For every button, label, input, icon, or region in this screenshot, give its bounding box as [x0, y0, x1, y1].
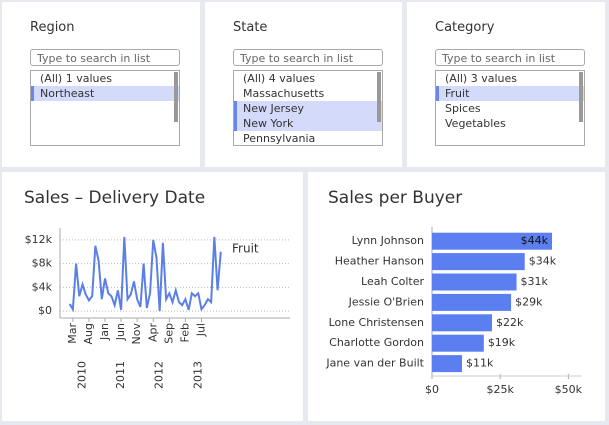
y-tick-label: Lynn Johnson: [352, 234, 424, 247]
bar: [432, 293, 512, 311]
search-box[interactable]: Type to search in list: [30, 49, 180, 66]
chart-title: Sales – Delivery Date: [24, 188, 205, 208]
line: [68, 236, 222, 313]
list-item[interactable]: Fruit: [436, 86, 584, 101]
x-tick-label: Apr: [146, 323, 159, 343]
value-label: $34k: [529, 255, 557, 268]
filter-title: Region: [30, 20, 75, 35]
bar: [432, 314, 492, 332]
filter-title: Category: [435, 20, 495, 35]
filter: Region Type to search in list (All) 1 valu…: [2, 2, 200, 167]
bar: [432, 355, 462, 373]
year-label: 2010: [76, 361, 89, 389]
year-label: 2012: [153, 361, 166, 389]
x-tick-label: Nov: [130, 323, 143, 345]
y-tick-label: Jessie O'Brien: [348, 295, 424, 308]
scrollbar: [174, 72, 178, 122]
list-item[interactable]: New Jersey: [234, 101, 382, 116]
scrollbar: [377, 72, 381, 122]
filter: State Type to search in list (All) 4 value…: [205, 2, 403, 167]
list-item[interactable]: New York: [234, 116, 382, 131]
y-tick-label: Jane van der Built: [325, 357, 424, 370]
x-tick-label: Jul: [194, 323, 207, 337]
year-label: 2013: [191, 361, 204, 389]
list-item[interactable]: Vegetables: [445, 117, 506, 130]
list-item[interactable]: Spices: [445, 102, 481, 115]
list-item[interactable]: Northeast: [31, 86, 179, 101]
x-tick-label: $25k: [486, 383, 514, 396]
list-item[interactable]: (All) 3 values: [445, 72, 517, 85]
x-tick-label: Mar: [66, 323, 79, 344]
list-box: (All) 1 values Northeast: [30, 70, 180, 146]
x-tick-label: $0: [425, 383, 439, 396]
bar: [432, 334, 484, 352]
x-tick-label: $50k: [555, 383, 583, 396]
y-tick-label: $8k: [32, 257, 53, 270]
value-label: $31k: [521, 275, 549, 288]
search-box[interactable]: Type to search in list: [233, 49, 383, 66]
bar: [432, 273, 517, 291]
x-tick-label: Jun: [114, 323, 127, 341]
x-tick-label: Feb: [178, 323, 191, 342]
filter-panel: [2, 2, 200, 167]
filter-panel: [407, 2, 605, 167]
y-tick-label: $12k: [25, 233, 53, 246]
series-label: Fruit: [232, 242, 259, 256]
x-tick-label: Jan: [98, 323, 111, 341]
x-tick-label: Sep: [162, 323, 175, 344]
search-box[interactable]: Type to search in list: [435, 49, 585, 66]
value-label: $11k: [466, 357, 494, 370]
list-item[interactable]: Massachusetts: [243, 87, 325, 100]
y-tick-label: Leah Colter: [361, 275, 424, 288]
y-tick-label: $4k: [32, 280, 53, 293]
filter-title: State: [233, 20, 268, 35]
bar: [432, 232, 552, 250]
x-tick-label: Aug: [82, 323, 95, 344]
filter: Category Type to search in list (All) 3 va…: [407, 2, 605, 167]
scrollbar: [579, 72, 583, 122]
chart-panel: [2, 172, 303, 421]
y-tick-label: Charlotte Gordon: [329, 336, 424, 349]
year-label: 2011: [114, 361, 127, 389]
y-tick-label: Heather Hanson: [335, 255, 424, 268]
value-label: $22k: [496, 316, 524, 329]
list-item[interactable]: (All) 1 values: [40, 72, 112, 85]
value-label: $19k: [488, 336, 516, 349]
filter-panel: [205, 2, 402, 167]
list-box: (All) 4 values Massachusetts New Jersey New…: [233, 70, 383, 146]
list-item[interactable]: (All) 4 values: [243, 72, 315, 85]
chart-title: Sales per Buyer: [328, 188, 462, 208]
value-label: $44k: [521, 234, 549, 247]
value-label: $29k: [515, 295, 543, 308]
list-item[interactable]: Pennsylvania: [243, 132, 316, 145]
list-box: (All) 3 values Fruit Spices Vegetables: [435, 70, 585, 146]
bar: [432, 253, 525, 271]
y-tick-label: Lone Christensen: [329, 316, 424, 329]
y-tick-label: $0: [38, 304, 52, 317]
